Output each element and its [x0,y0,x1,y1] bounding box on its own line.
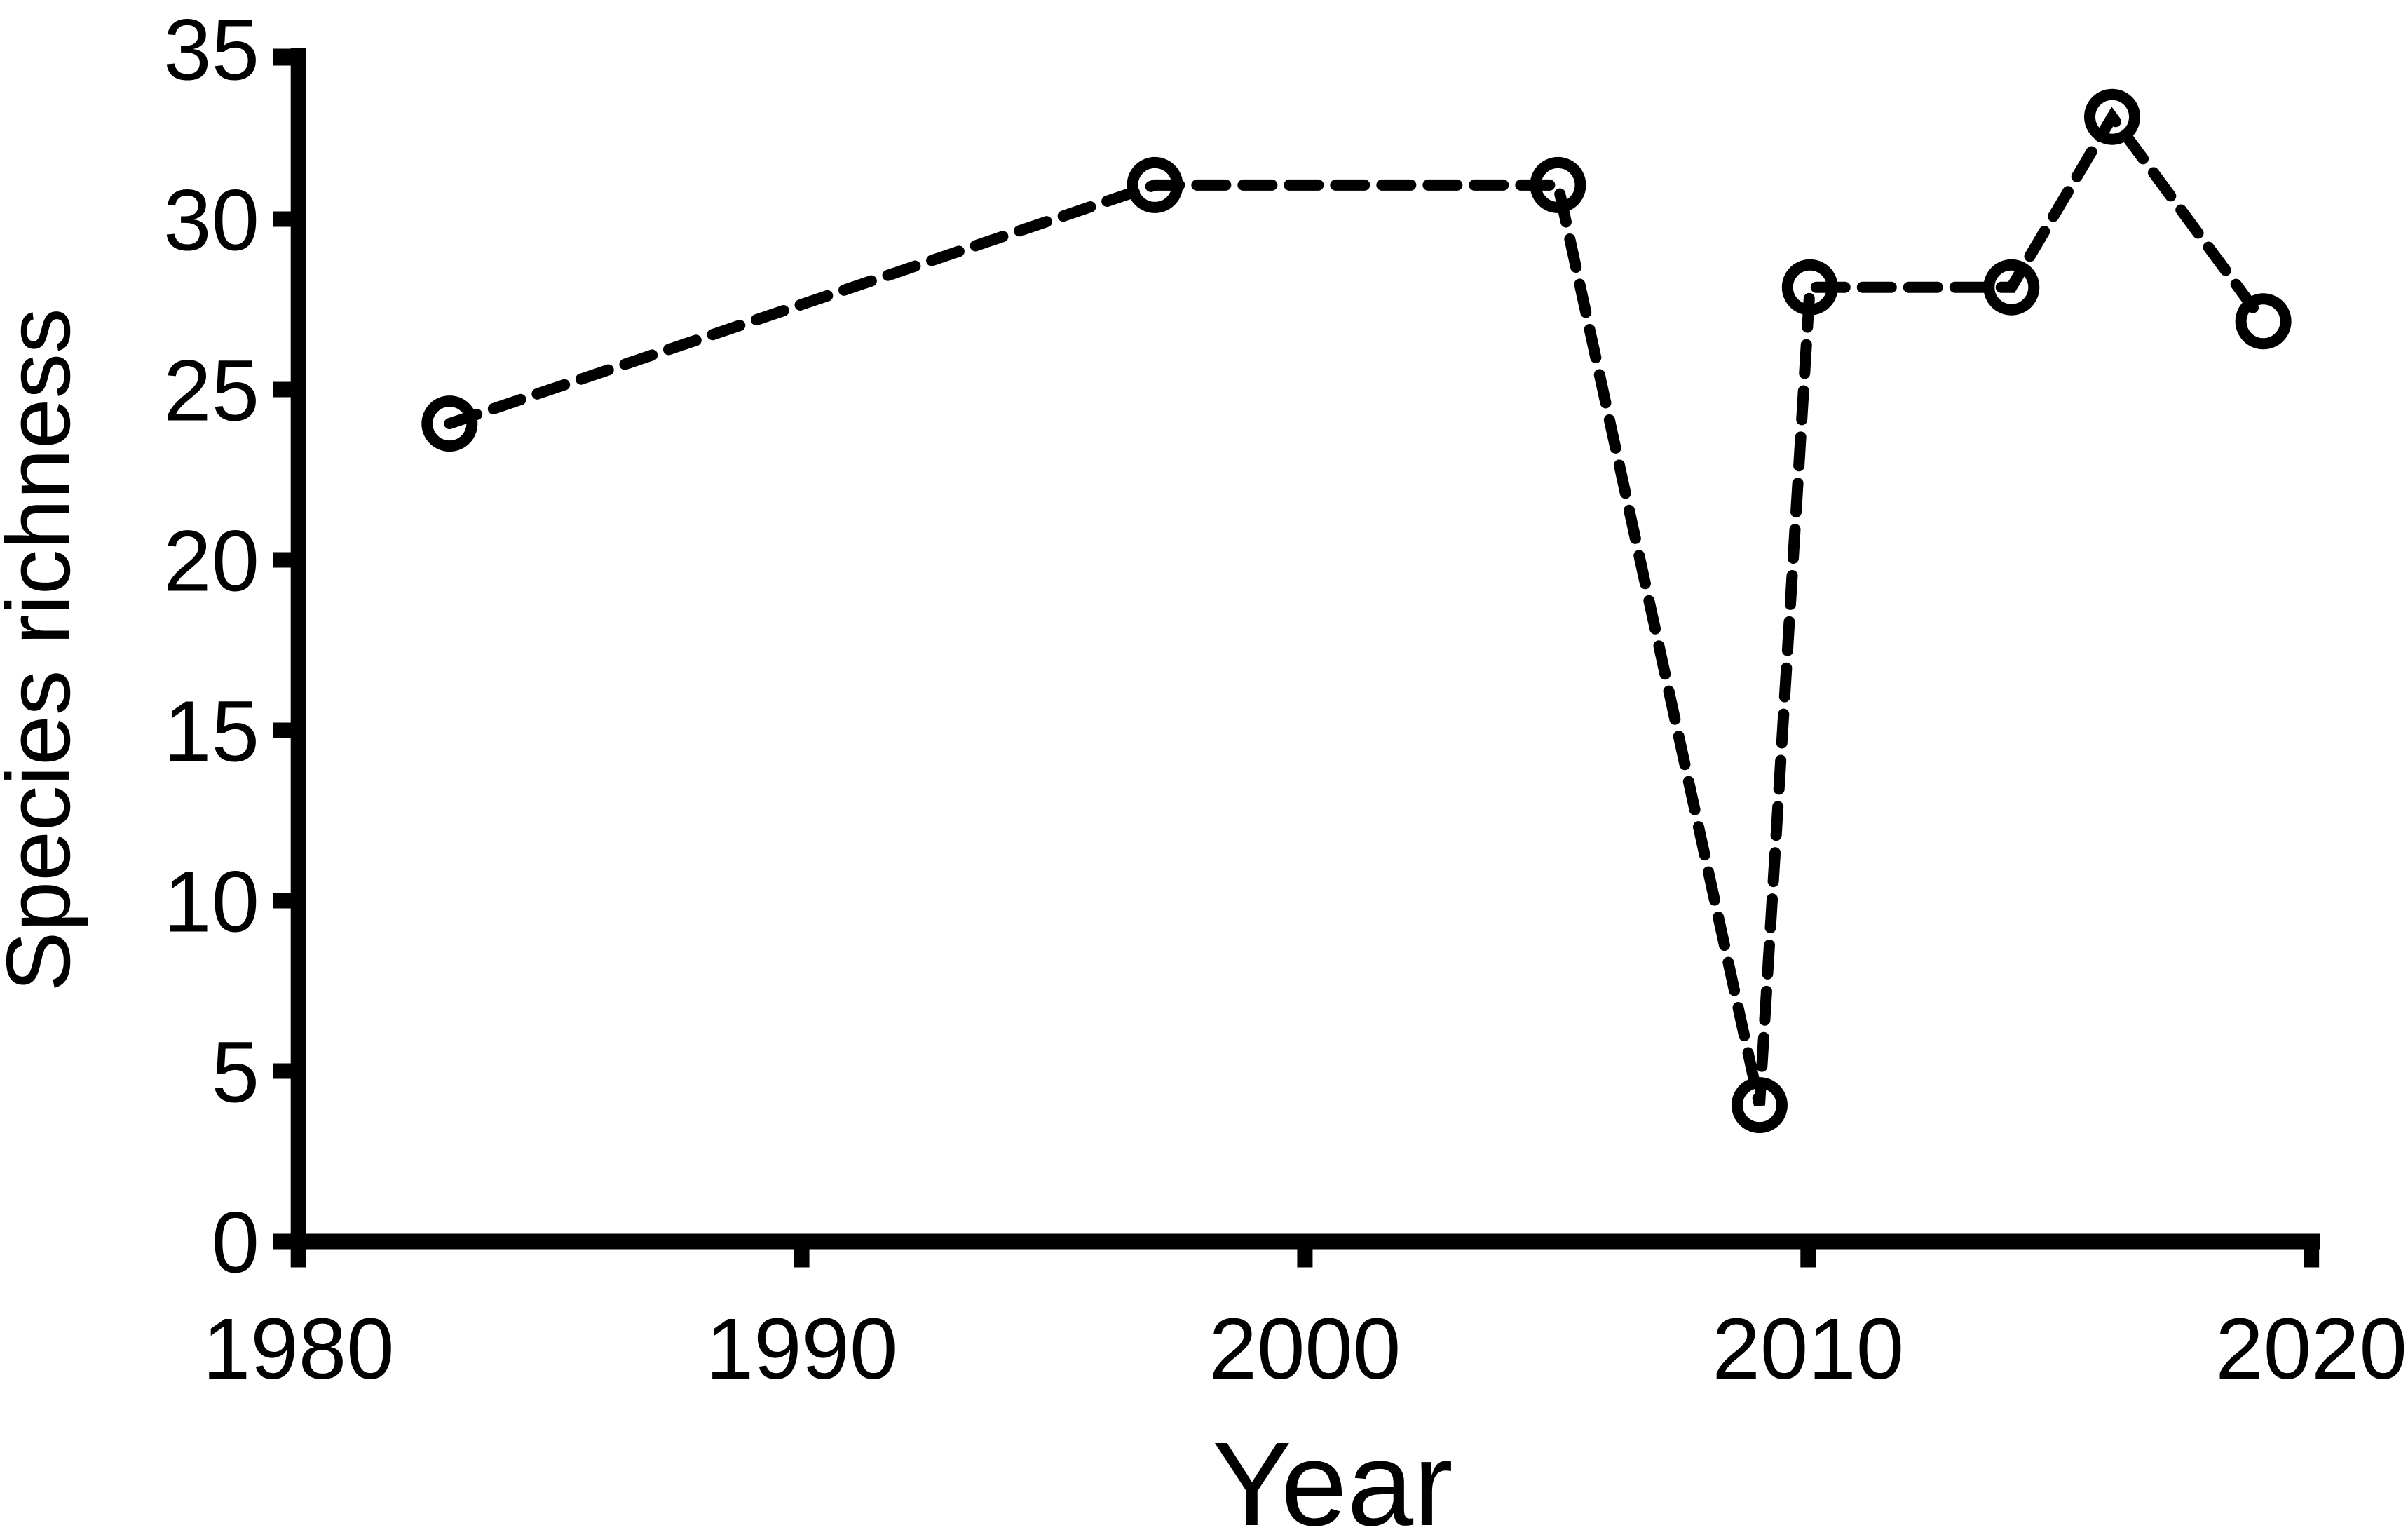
svg-text:2020: 2020 [2215,1301,2407,1397]
svg-text:5: 5 [212,1025,259,1121]
svg-text:Species richness: Species richness [0,308,89,991]
svg-text:0: 0 [212,1196,259,1292]
svg-text:2010: 2010 [1712,1301,1904,1397]
svg-text:1990: 1990 [706,1301,898,1397]
svg-text:Year: Year [1212,1418,1453,1533]
svg-text:1980: 1980 [203,1301,395,1397]
svg-text:20: 20 [163,514,259,610]
svg-text:30: 30 [163,173,259,269]
svg-text:25: 25 [163,344,259,440]
svg-text:2000: 2000 [1209,1301,1401,1397]
svg-text:15: 15 [163,684,259,780]
svg-text:10: 10 [163,855,259,951]
svg-text:35: 35 [163,3,259,99]
